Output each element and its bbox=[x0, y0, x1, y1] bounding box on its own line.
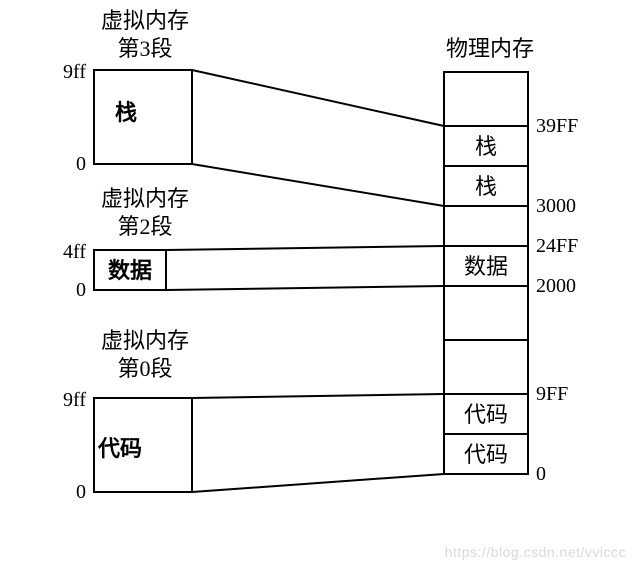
mapping-line-bottom bbox=[192, 164, 444, 206]
segment-content-label: 代码 bbox=[97, 436, 142, 461]
segment-number-label: 第2段 bbox=[117, 214, 172, 239]
physical-memory-title: 物理内存 bbox=[446, 36, 534, 61]
physical-cell-label: 栈 bbox=[475, 134, 497, 159]
virtual-memory-title: 虚拟内存 bbox=[101, 328, 189, 353]
virtual-memory-title: 虚拟内存 bbox=[101, 186, 189, 211]
watermark-text: https://blog.csdn.net/vviccc bbox=[445, 544, 626, 560]
segment-top-address: 4ff bbox=[63, 241, 86, 263]
segment-top-address: 9ff bbox=[63, 389, 86, 411]
segment-number-label: 第0段 bbox=[117, 356, 172, 381]
segment-bottom-address: 0 bbox=[76, 481, 86, 503]
physical-address-label: 39FF bbox=[536, 115, 578, 137]
mapping-line-top bbox=[166, 246, 444, 250]
physical-cell-label: 代码 bbox=[464, 442, 508, 467]
mapping-line-top bbox=[192, 70, 444, 126]
mapping-line-bottom bbox=[166, 286, 444, 290]
mapping-line-bottom bbox=[192, 474, 444, 492]
segment-bottom-address: 0 bbox=[76, 279, 86, 301]
physical-cell-label: 数据 bbox=[464, 254, 508, 279]
physical-address-label: 9FF bbox=[536, 383, 568, 405]
physical-address-label: 24FF bbox=[536, 235, 578, 257]
segment-top-address: 9ff bbox=[63, 61, 86, 83]
physical-cell-label: 栈 bbox=[475, 174, 497, 199]
physical-cell-label: 代码 bbox=[464, 402, 508, 427]
mapping-line-top bbox=[192, 394, 444, 398]
virtual-memory-title: 虚拟内存 bbox=[101, 8, 189, 33]
segment-content-label: 栈 bbox=[115, 100, 137, 125]
segment-content-label: 数据 bbox=[108, 258, 152, 283]
physical-address-label: 3000 bbox=[536, 195, 576, 217]
physical-address-label: 0 bbox=[536, 463, 546, 485]
segment-number-label: 第3段 bbox=[117, 36, 172, 61]
memory-segmentation-diagram: 虚拟内存第3段9ff0栈虚拟内存第2段4ff0数据虚拟内存第0段9ff0代码物理… bbox=[0, 0, 634, 566]
segment-bottom-address: 0 bbox=[76, 153, 86, 175]
virtual-segment-box bbox=[94, 70, 192, 164]
physical-address-label: 2000 bbox=[536, 275, 576, 297]
